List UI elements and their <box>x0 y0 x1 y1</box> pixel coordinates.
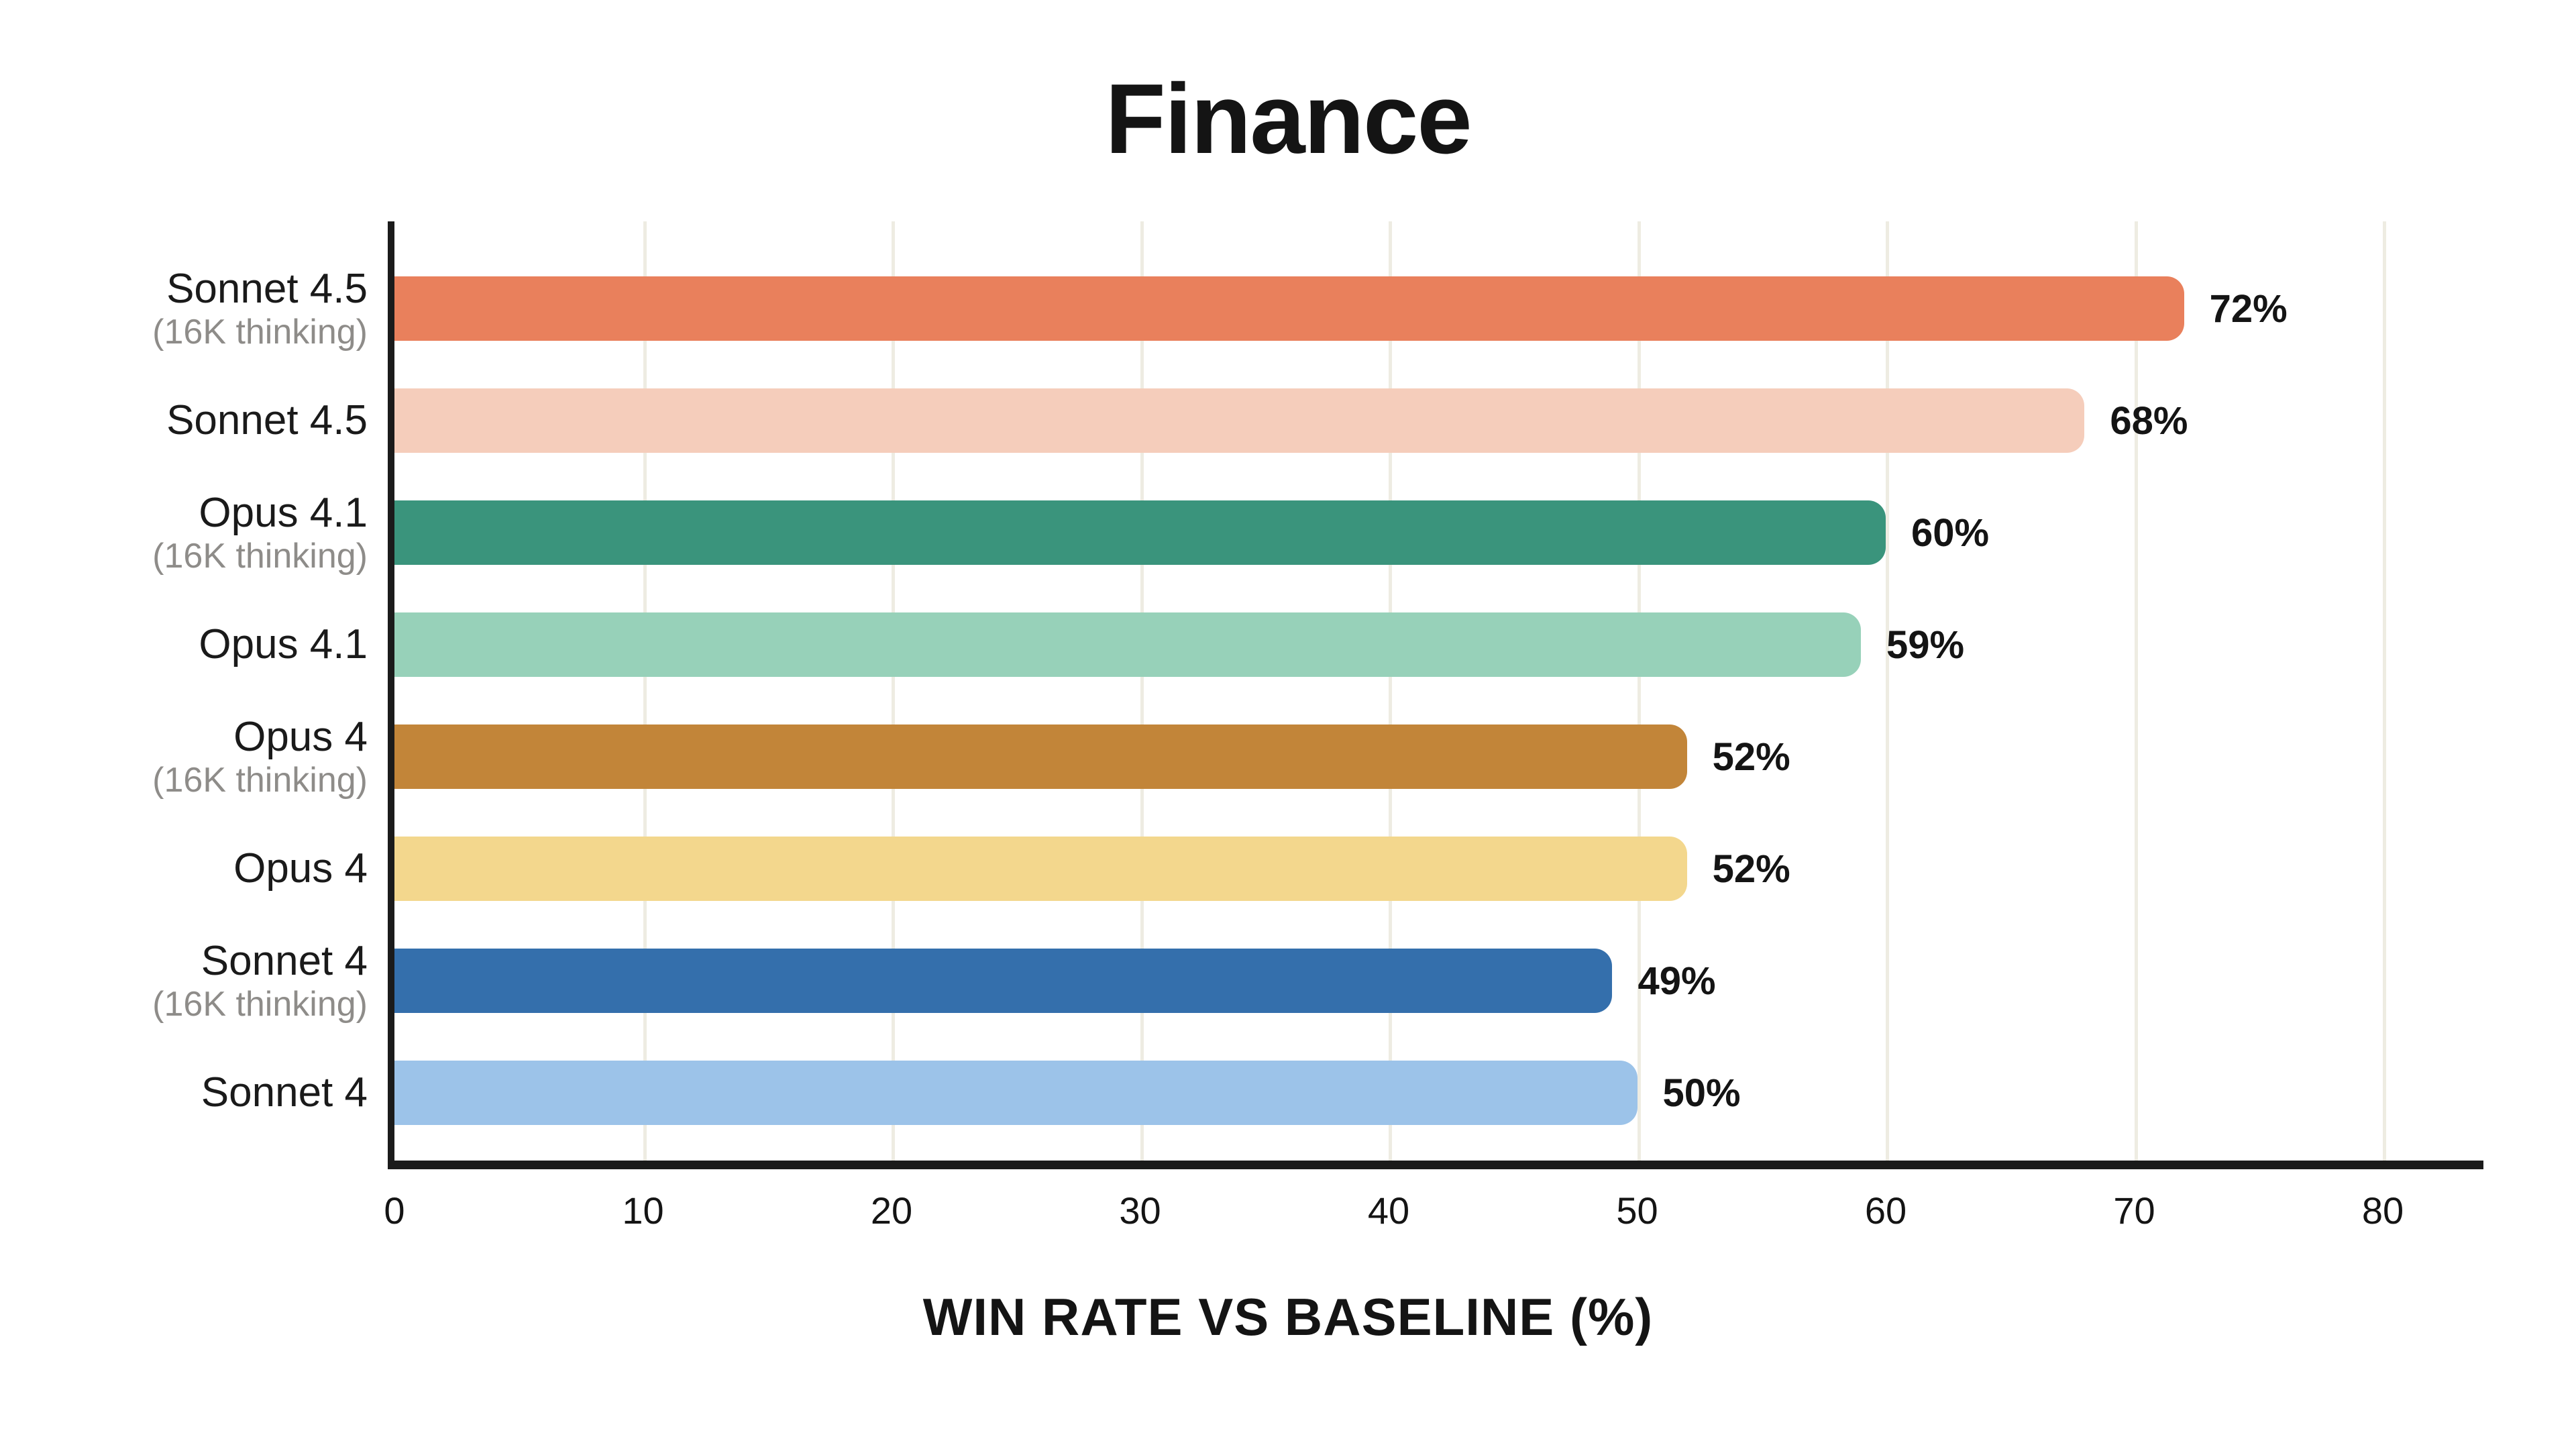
gridline-40 <box>1389 221 1392 1161</box>
category-label-sub: (16K thinking) <box>152 985 368 1024</box>
category-label-main: Sonnet 4 <box>201 1069 368 1116</box>
category-label: Sonnet 4.5 (16K thinking) <box>0 266 368 352</box>
x-tick-60: 60 <box>1864 1189 1907 1232</box>
bar-sonnet-4.5-16k-thinking <box>394 276 2184 341</box>
value-label: 68% <box>2110 398 2188 443</box>
gridline-80 <box>2383 221 2386 1161</box>
category-label: Opus 4 (16K thinking) <box>0 714 368 800</box>
chart-title: Finance <box>1105 64 1472 174</box>
x-tick-80: 80 <box>2361 1189 2404 1232</box>
category-label-main: Opus 4.1 <box>199 621 368 667</box>
x-axis-line <box>388 1161 2483 1169</box>
value-label: 72% <box>2209 286 2288 331</box>
category-label: Opus 4.1 <box>0 621 368 668</box>
x-tick-10: 10 <box>622 1189 664 1232</box>
value-label: 52% <box>1712 735 1790 779</box>
gridline-10 <box>643 221 647 1161</box>
category-label: Opus 4.1 (16K thinking) <box>0 490 368 576</box>
category-label: Opus 4 <box>0 845 368 892</box>
x-tick-20: 20 <box>870 1189 913 1232</box>
category-label-sub: (16K thinking) <box>152 313 368 352</box>
category-label: Sonnet 4.5 <box>0 397 368 444</box>
bar-sonnet-4-16k-thinking <box>394 949 1613 1013</box>
x-tick-50: 50 <box>1616 1189 1658 1232</box>
x-tick-40: 40 <box>1367 1189 1410 1232</box>
bar-row: 68% <box>394 388 2188 453</box>
gridline-50 <box>1637 221 1641 1161</box>
gridline-20 <box>892 221 895 1161</box>
value-label: 52% <box>1712 847 1790 891</box>
gridline-70 <box>2134 221 2138 1161</box>
value-label: 49% <box>1638 959 1716 1003</box>
category-label: Sonnet 4 <box>0 1069 368 1116</box>
x-tick-70: 70 <box>2113 1189 2155 1232</box>
value-label: 50% <box>1662 1071 1741 1115</box>
bar-opus-4.1 <box>394 612 1861 677</box>
category-label: Sonnet 4 (16K thinking) <box>0 938 368 1024</box>
bar-row: 59% <box>394 612 1964 677</box>
plot-area: 72% 68% 60% 59% 52% 52% 49% 50% 0 10 20 30 40 50 60 70… <box>384 221 2483 1232</box>
category-label-main: Opus 4.1 <box>199 490 368 536</box>
value-label: 59% <box>1886 623 1965 667</box>
bar-row: 49% <box>394 949 1716 1013</box>
category-label-main: Sonnet 4 <box>201 938 368 984</box>
category-label-sub: (16K thinking) <box>152 761 368 800</box>
value-label: 60% <box>1911 511 1990 555</box>
category-label-sub: (16K thinking) <box>152 537 368 576</box>
category-label-main: Opus 4 <box>233 845 368 892</box>
category-label-main: Sonnet 4.5 <box>166 397 368 443</box>
category-label-main: Sonnet 4.5 <box>166 266 368 312</box>
bar-sonnet-4 <box>394 1061 1638 1125</box>
x-axis-title: WIN RATE VS BASELINE (%) <box>922 1287 1654 1346</box>
x-tick-0: 0 <box>384 1189 405 1232</box>
bar-opus-4 <box>394 837 1687 901</box>
bar-opus-4-16k-thinking <box>394 724 1687 789</box>
bar-row: 52% <box>394 724 1790 789</box>
x-tick-30: 30 <box>1119 1189 1161 1232</box>
category-labels: Sonnet 4.5 (16K thinking) Sonnet 4.5 Opus 4… <box>0 221 368 1161</box>
gridline-60 <box>1886 221 1889 1161</box>
bar-row: 60% <box>394 500 1989 565</box>
bar-row: 50% <box>394 1061 1741 1125</box>
gridline-30 <box>1140 221 1144 1161</box>
y-axis-line <box>388 221 394 1169</box>
bar-sonnet-4.5 <box>394 388 2085 453</box>
bar-opus-4.1-16k-thinking <box>394 500 1886 565</box>
bar-row: 72% <box>394 276 2288 341</box>
category-label-main: Opus 4 <box>233 714 368 760</box>
bar-row: 52% <box>394 837 1790 901</box>
